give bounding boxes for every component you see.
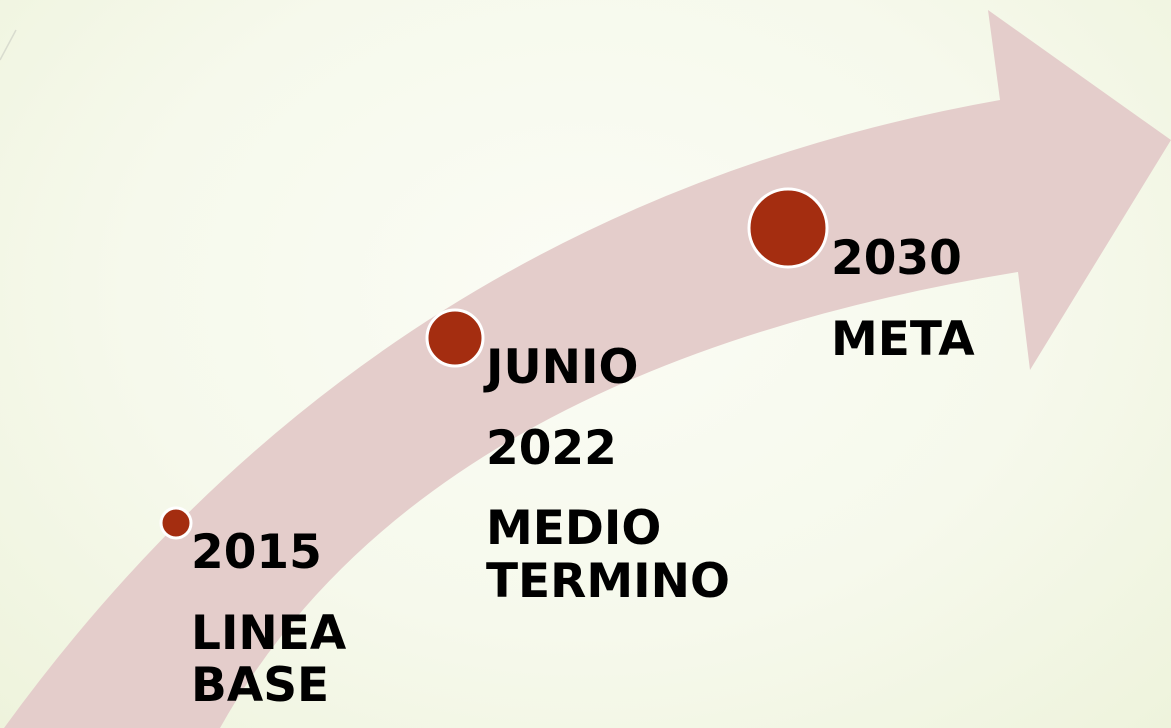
milestone-label-2015: 2015 LINEA BASE xyxy=(191,525,347,714)
milestone-month: JUNIO xyxy=(486,340,639,395)
milestone-caption-line: BASE xyxy=(191,658,330,714)
milestone-caption-line: MEDIO xyxy=(486,501,662,557)
milestone-label-2030: 2030 META xyxy=(831,231,975,367)
milestone-caption-line: LINEA xyxy=(191,605,347,661)
milestone-year: 2030 xyxy=(831,231,962,286)
milestone-label-2022: JUNIO 2022 MEDIO TERMINO xyxy=(486,340,730,609)
milestone-caption-line: META xyxy=(831,311,975,367)
milestone-marker-2022 xyxy=(425,308,485,368)
corner-accent-line xyxy=(0,29,17,61)
progress-arrow xyxy=(4,10,1171,728)
milestone-marker-2015 xyxy=(159,506,193,540)
milestone-year: 2022 xyxy=(486,420,617,476)
milestone-year: 2015 xyxy=(191,525,322,580)
milestone-marker-2030 xyxy=(747,187,829,269)
milestone-caption-line: TERMINO xyxy=(486,553,730,609)
